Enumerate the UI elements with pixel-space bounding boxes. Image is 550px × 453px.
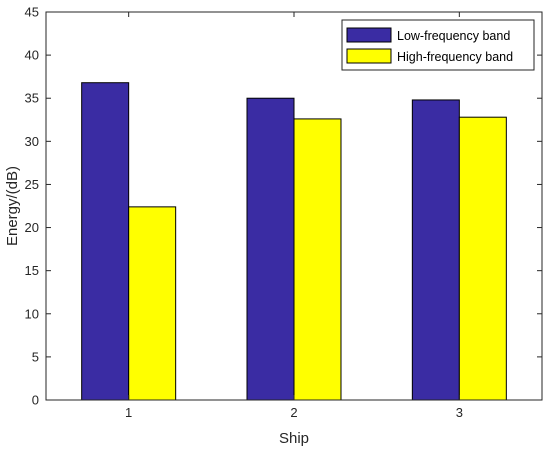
bar-ship-3-series-2 xyxy=(458,116,507,401)
bar-ship-1-series-1 xyxy=(81,82,130,401)
y-tick-label: 10 xyxy=(25,306,39,321)
legend-label-low-frequency: Low-frequency band xyxy=(397,29,510,43)
x-tick-label: 3 xyxy=(456,405,463,420)
bars-group xyxy=(81,82,507,401)
bar-ship-2-series-2 xyxy=(293,118,342,401)
legend: Low-frequency band High-frequency band xyxy=(341,19,535,71)
x-ticks-group: 1 2 3 xyxy=(125,12,463,420)
y-tick-label: 15 xyxy=(25,263,39,278)
y-tick-label: 20 xyxy=(25,220,39,235)
y-tick-label: 30 xyxy=(25,134,39,149)
legend-label-high-frequency: High-frequency band xyxy=(397,50,513,64)
y-tick-label: 25 xyxy=(25,177,39,192)
y-tick-label: 5 xyxy=(32,349,39,364)
x-axis-label: Ship xyxy=(279,430,309,447)
bar-ship-3-series-1 xyxy=(411,99,460,401)
y-axis-label: Energy/(dB) xyxy=(4,166,21,246)
legend-swatch-low-frequency xyxy=(346,27,392,43)
x-tick-label: 2 xyxy=(290,405,297,420)
bar-ship-1-series-2 xyxy=(128,206,177,401)
y-tick-label: 40 xyxy=(25,48,39,63)
y-tick-label: 45 xyxy=(25,5,39,20)
y-tick-label: 35 xyxy=(25,91,39,106)
y-tick-label: 0 xyxy=(32,393,39,408)
plot-frame xyxy=(45,11,543,401)
bar-ship-2-series-1 xyxy=(246,97,295,401)
legend-swatch-high-frequency xyxy=(346,48,392,64)
x-tick-label: 1 xyxy=(125,405,132,420)
